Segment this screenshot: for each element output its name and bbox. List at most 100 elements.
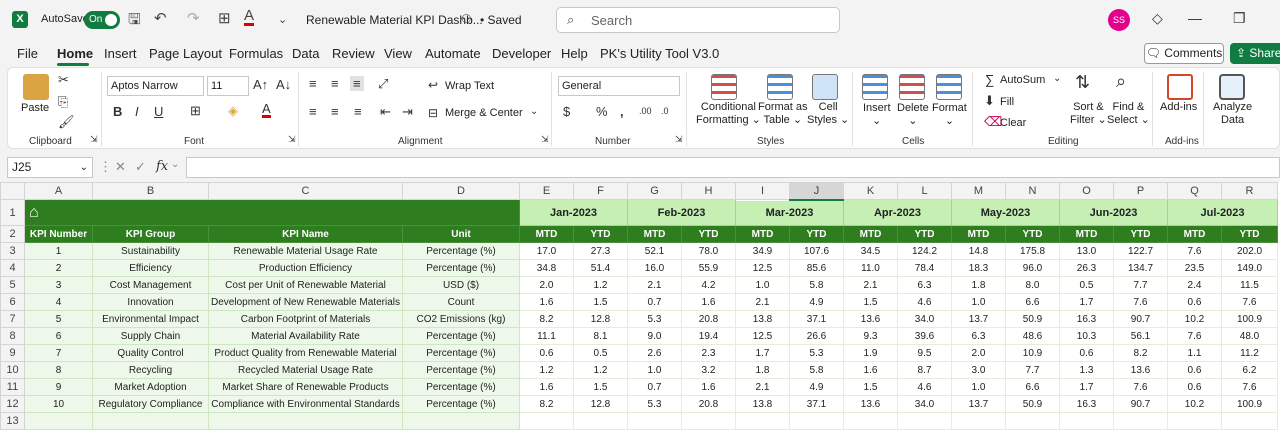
- unit-cell[interactable]: CO2 Emissions (kg): [402, 310, 520, 328]
- wrap-text-button[interactable]: Wrap Text: [445, 80, 495, 92]
- value-cell[interactable]: 124.2: [897, 242, 952, 260]
- italic-icon[interactable]: I: [135, 104, 139, 119]
- restore-icon[interactable]: ❐: [1233, 10, 1246, 26]
- kpi-number-cell[interactable]: 3: [24, 276, 93, 294]
- value-cell[interactable]: 16.3: [1059, 395, 1114, 413]
- column-header[interactable]: O: [1059, 182, 1114, 200]
- value-cell[interactable]: 11.1: [519, 327, 574, 345]
- value-cell[interactable]: 48.6: [1005, 327, 1060, 345]
- column-header[interactable]: H: [681, 182, 736, 200]
- row-header[interactable]: 4: [0, 259, 25, 277]
- sort-filter-button[interactable]: Sort & Filter ⌄: [1070, 101, 1107, 126]
- kpi-group-cell[interactable]: Environmental Impact: [92, 310, 209, 328]
- merge-dropdown-icon[interactable]: ⌄: [530, 106, 539, 117]
- kpi-name-cell[interactable]: Development of New Renewable Materials: [208, 293, 403, 311]
- row-header[interactable]: 8: [0, 327, 25, 345]
- value-cell[interactable]: 12.5: [735, 327, 790, 345]
- value-cell[interactable]: 1.6: [681, 293, 736, 311]
- value-cell[interactable]: 14.8: [951, 242, 1006, 260]
- value-cell[interactable]: 19.4: [681, 327, 736, 345]
- value-cell[interactable]: 18.3: [951, 259, 1006, 277]
- worksheet-table[interactable]: A B C D E F G H I J K L M N O P Q R 1 ⌂ Jan-2023 Feb-2023 Mar-…: [0, 182, 1278, 430]
- empty-cell[interactable]: [1113, 412, 1168, 430]
- unit-cell[interactable]: Count: [402, 293, 520, 311]
- value-cell[interactable]: 13.0: [1059, 242, 1114, 260]
- avatar[interactable]: SS: [1108, 9, 1130, 31]
- value-cell[interactable]: 8.2: [1113, 344, 1168, 362]
- value-cell[interactable]: 20.8: [681, 310, 736, 328]
- kpi-name-cell[interactable]: Material Availability Rate: [208, 327, 403, 345]
- tab-automate[interactable]: Automate: [425, 46, 481, 61]
- value-cell[interactable]: 4.6: [897, 293, 952, 311]
- empty-cell[interactable]: [92, 412, 209, 430]
- value-cell[interactable]: 1.0: [951, 378, 1006, 396]
- value-cell[interactable]: 56.1: [1113, 327, 1168, 345]
- value-cell[interactable]: 34.8: [519, 259, 574, 277]
- value-cell[interactable]: 8.7: [897, 361, 952, 379]
- unit-cell[interactable]: USD ($): [402, 276, 520, 294]
- value-cell[interactable]: 16.3: [1059, 310, 1114, 328]
- empty-cell[interactable]: [843, 412, 898, 430]
- kpi-group-cell[interactable]: Innovation: [92, 293, 209, 311]
- value-cell[interactable]: 1.5: [843, 293, 898, 311]
- value-cell[interactable]: 0.5: [1059, 276, 1114, 294]
- value-cell[interactable]: 7.6: [1113, 378, 1168, 396]
- value-cell[interactable]: 0.7: [627, 293, 682, 311]
- value-cell[interactable]: 23.5: [1167, 259, 1222, 277]
- tab-file[interactable]: File: [17, 46, 38, 61]
- value-cell[interactable]: 10.3: [1059, 327, 1114, 345]
- comments-button[interactable]: 🗨 Comments: [1144, 43, 1224, 64]
- value-cell[interactable]: 1.7: [735, 344, 790, 362]
- minimize-icon[interactable]: —: [1188, 10, 1202, 26]
- value-cell[interactable]: 0.5: [573, 344, 628, 362]
- value-cell[interactable]: 26.6: [789, 327, 844, 345]
- value-cell[interactable]: 6.3: [897, 276, 952, 294]
- value-cell[interactable]: 2.1: [735, 378, 790, 396]
- value-cell[interactable]: 2.1: [735, 293, 790, 311]
- empty-cell[interactable]: [951, 412, 1006, 430]
- orientation-icon[interactable]: ⤢: [378, 76, 389, 91]
- value-cell[interactable]: 2.4: [1167, 276, 1222, 294]
- value-cell[interactable]: 1.5: [573, 378, 628, 396]
- unit-cell[interactable]: Percentage (%): [402, 327, 520, 345]
- row-header[interactable]: 7: [0, 310, 25, 328]
- value-cell[interactable]: 3.2: [681, 361, 736, 379]
- value-cell[interactable]: 26.3: [1059, 259, 1114, 277]
- empty-cell[interactable]: [627, 412, 682, 430]
- select-all-corner[interactable]: [0, 182, 25, 200]
- value-cell[interactable]: 55.9: [681, 259, 736, 277]
- value-cell[interactable]: 85.6: [789, 259, 844, 277]
- value-cell[interactable]: 1.0: [735, 276, 790, 294]
- value-cell[interactable]: 8.2: [519, 395, 574, 413]
- alignment-launcher-icon[interactable]: ⇲: [541, 134, 549, 144]
- align-top-icon[interactable]: ≡: [309, 76, 317, 91]
- autosave-toggle[interactable]: On: [84, 11, 120, 29]
- value-cell[interactable]: 90.7: [1113, 310, 1168, 328]
- unit-cell[interactable]: Percentage (%): [402, 344, 520, 362]
- kpi-number-cell[interactable]: 5: [24, 310, 93, 328]
- value-cell[interactable]: 4.2: [681, 276, 736, 294]
- number-launcher-icon[interactable]: ⇲: [675, 134, 683, 144]
- search-box[interactable]: ⌕ Search: [556, 7, 840, 33]
- increase-decimal-icon[interactable]: .00: [639, 106, 652, 116]
- analyze-data-button[interactable]: Analyze Data: [1213, 101, 1252, 127]
- value-cell[interactable]: 1.6: [519, 293, 574, 311]
- value-cell[interactable]: 1.0: [627, 361, 682, 379]
- row-header[interactable]: 6: [0, 293, 25, 311]
- add-ins-button[interactable]: Add-ins: [1160, 101, 1198, 113]
- value-cell[interactable]: 5.3: [627, 310, 682, 328]
- format-as-table-button[interactable]: Format as Table ⌄: [758, 101, 808, 126]
- value-cell[interactable]: 9.3: [843, 327, 898, 345]
- column-header[interactable]: A: [24, 182, 93, 200]
- value-cell[interactable]: 0.6: [1059, 344, 1114, 362]
- column-header[interactable]: K: [843, 182, 898, 200]
- value-cell[interactable]: 100.9: [1221, 310, 1278, 328]
- value-cell[interactable]: 8.2: [519, 310, 574, 328]
- value-cell[interactable]: 1.6: [843, 361, 898, 379]
- tab-page-layout[interactable]: Page Layout: [149, 46, 223, 61]
- empty-cell[interactable]: [1005, 412, 1060, 430]
- value-cell[interactable]: 11.2: [1221, 344, 1278, 362]
- paste-button[interactable]: Paste: [21, 102, 50, 114]
- empty-cell[interactable]: [1221, 412, 1278, 430]
- kpi-name-cell[interactable]: Market Share of Renewable Products: [208, 378, 403, 396]
